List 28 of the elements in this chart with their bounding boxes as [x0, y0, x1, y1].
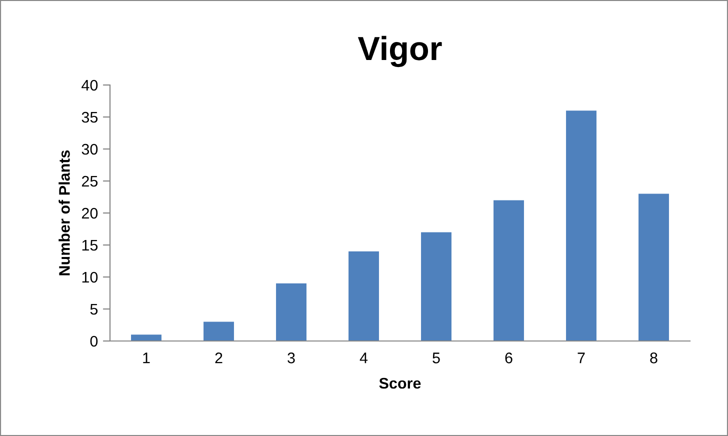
bar [348, 251, 379, 341]
x-tick-label: 4 [360, 352, 368, 364]
bar [421, 232, 452, 341]
x-tick-label: 7 [578, 352, 585, 364]
y-axis-title: Number of Plants [58, 150, 70, 276]
x-tick-label: 6 [505, 352, 512, 364]
bar [566, 110, 596, 341]
y-tick-label: 0 [90, 336, 98, 347]
chart-title: Vigor [358, 36, 442, 68]
y-tick-label: 30 [82, 144, 98, 155]
y-tick-label: 5 [90, 304, 98, 315]
y-tick-label: 25 [82, 176, 98, 187]
x-tick-label: 1 [143, 352, 150, 364]
x-tick-label: 8 [650, 352, 658, 364]
bar [276, 283, 306, 341]
y-tick-label: 10 [82, 272, 98, 283]
y-tick-label: 40 [82, 80, 98, 91]
x-tick-label: 2 [215, 352, 222, 364]
y-tick-label: 20 [82, 208, 98, 219]
y-tick-label: 35 [82, 112, 98, 123]
x-tick-label: 5 [432, 352, 440, 364]
bar [204, 322, 234, 341]
x-axis-title: Score [379, 378, 421, 389]
bar [638, 194, 669, 341]
x-tick-label: 3 [288, 352, 295, 364]
bar [494, 200, 524, 341]
bar [131, 334, 162, 341]
y-tick-label: 15 [82, 240, 98, 251]
